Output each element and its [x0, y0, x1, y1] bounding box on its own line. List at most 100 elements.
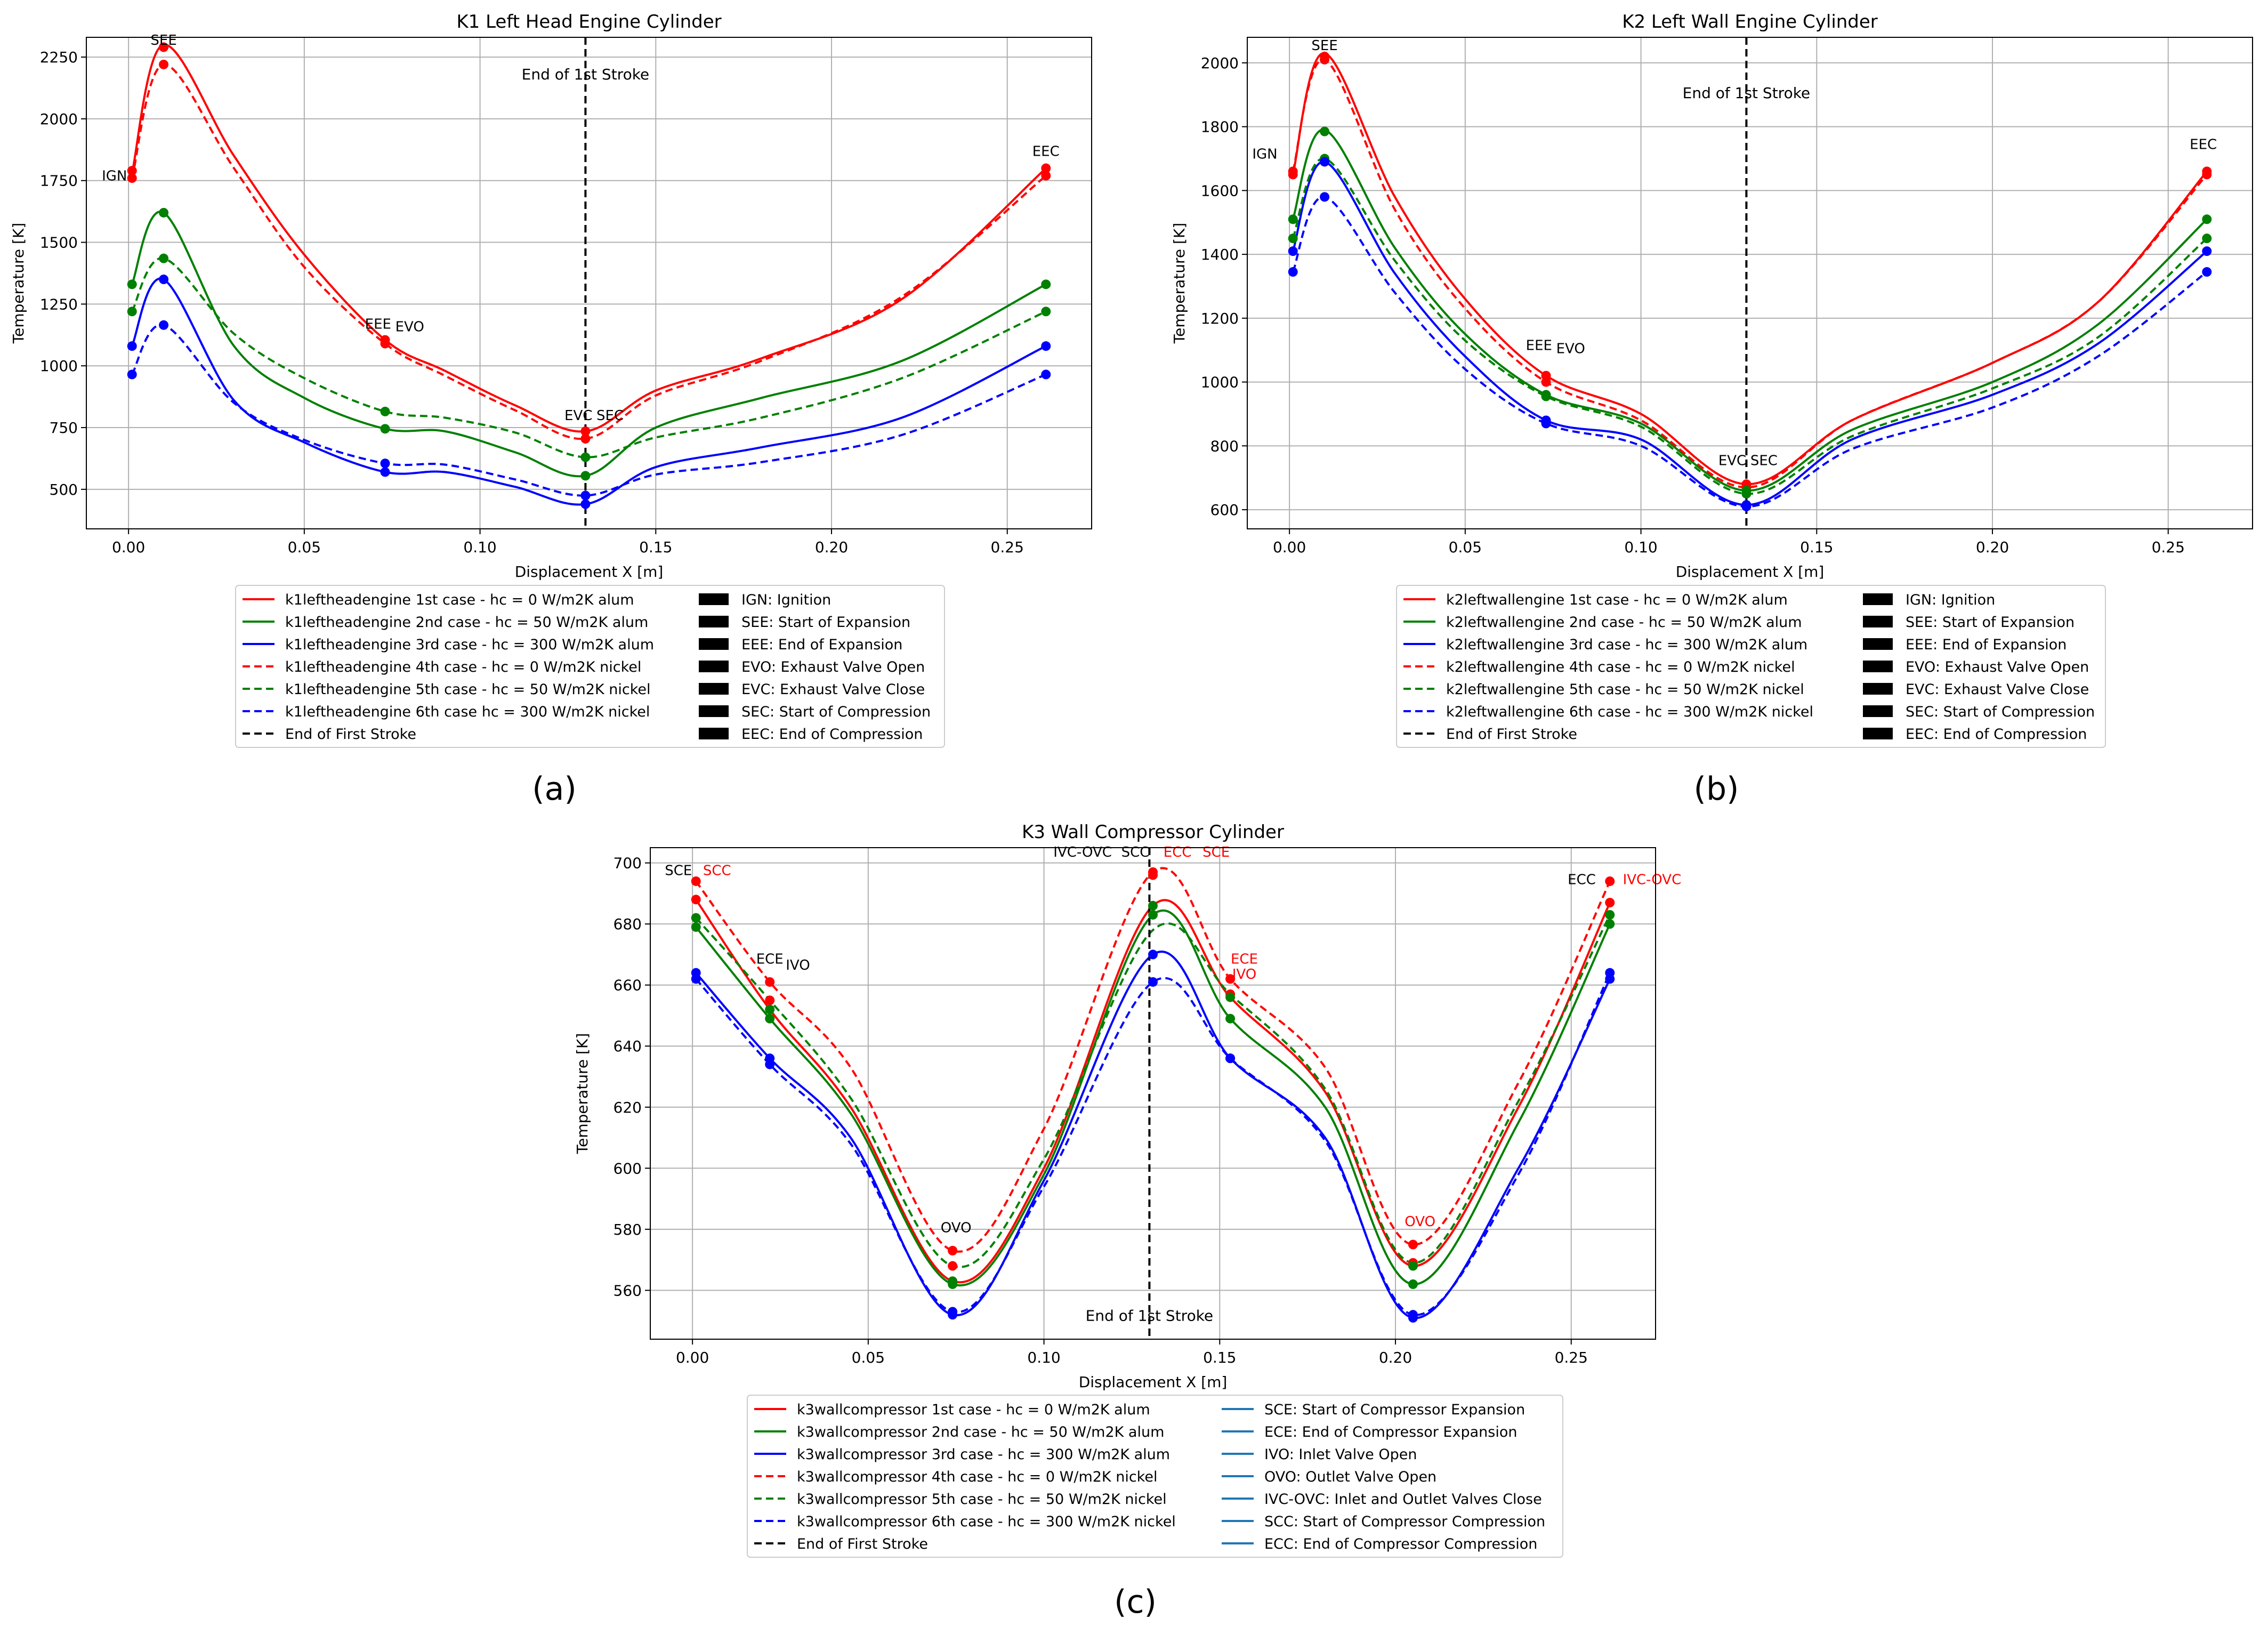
event-marker [1041, 341, 1051, 351]
x-tick-label: 0.10 [1027, 1349, 1060, 1366]
y-tick-label: 1800 [1201, 118, 1239, 136]
event-annotation: ECC [1568, 872, 1596, 888]
event-marker [159, 275, 169, 285]
y-tick-label: 660 [614, 977, 642, 994]
y-tick-label: 2000 [1201, 54, 1239, 72]
y-tick-label: 2000 [40, 110, 78, 128]
event-marker [2202, 234, 2212, 244]
event-annotation: SCE [665, 863, 692, 879]
series-line-3 [131, 277, 1047, 506]
legend-entry: EVC: Exhaust Valve Close [741, 681, 925, 698]
axes-frame [86, 37, 1092, 529]
event-marker [1320, 54, 1330, 65]
legend-swatch [1863, 705, 1893, 717]
event-marker [1041, 163, 1051, 173]
legend-swatch [1863, 593, 1893, 605]
event-marker [1605, 974, 1615, 984]
x-tick-label: 0.00 [112, 538, 145, 556]
legend-entry: k1leftheadengine 4th case - hc = 0 W/m2K… [285, 659, 641, 675]
x-tick-label: 0.00 [676, 1349, 709, 1366]
legend-box [235, 585, 945, 748]
plot-area [1288, 37, 2212, 529]
legend-entry: k1leftheadengine 6th case hc = 300 W/m2K… [285, 704, 650, 720]
panel-label: (b) [1694, 770, 1739, 808]
x-tick-label: 0.25 [991, 538, 1024, 556]
y-tick-label: 1400 [1201, 246, 1239, 263]
legend-entry: k2leftwallengine 1st case - hc = 0 W/m2K… [1446, 592, 1788, 608]
event-annotation: SEC [1750, 453, 1778, 469]
legend-entry: EEE: End of Expansion [1906, 637, 2067, 653]
event-marker [127, 166, 137, 176]
event-annotation: EEE [365, 317, 391, 333]
y-tick-label: 1000 [1201, 374, 1239, 391]
event-marker [948, 1245, 958, 1255]
legend-entry: k2leftwallengine 4th case - hc = 0 W/m2K… [1446, 659, 1795, 675]
x-tick-label: 0.25 [1555, 1349, 1588, 1366]
series-line-1 [131, 43, 1047, 433]
y-tick-label: 800 [1210, 437, 1239, 455]
event-marker [948, 1261, 958, 1271]
series-line-4 [1292, 58, 2208, 489]
series-line-2 [1292, 128, 2208, 492]
event-marker [1148, 909, 1158, 920]
event-marker [765, 1059, 775, 1069]
legend-entry: End of First Stroke [797, 1536, 928, 1552]
event-marker [127, 369, 137, 380]
event-marker [1225, 974, 1236, 984]
x-tick-label: 0.20 [1379, 1349, 1412, 1366]
event-annotation: SEE [1311, 38, 1337, 54]
event-annotation: IVO [786, 957, 810, 973]
legend-swatch [699, 593, 729, 605]
x-tick-label: 0.15 [1203, 1349, 1236, 1366]
event-marker [1605, 876, 1615, 886]
event-marker [1288, 234, 1298, 244]
end-of-stroke-label: End of 1st Stroke [1086, 1307, 1214, 1325]
legend-entry: k1leftheadengine 3rd case - hc = 300 W/m… [285, 637, 654, 653]
x-tick-label: 0.05 [288, 538, 321, 556]
event-marker [2202, 170, 2212, 180]
event-marker [1148, 900, 1158, 911]
y-tick-label: 1250 [40, 295, 78, 313]
event-marker [1408, 1313, 1418, 1323]
legend-swatch [1863, 683, 1893, 695]
legend-entry: k2leftwallengine 3rd case - hc = 300 W/m… [1446, 637, 1807, 653]
legend-entry: ECC: End of Compressor Compression [1264, 1536, 1537, 1552]
series-line-5 [1292, 157, 2208, 495]
event-marker [2202, 246, 2212, 256]
legend-entry: SCC: Start of Compressor Compression [1264, 1514, 1545, 1530]
event-annotation: ECE [756, 952, 784, 968]
legend-box [747, 1395, 1563, 1558]
event-marker [159, 320, 169, 330]
legend-swatch [699, 728, 729, 739]
event-marker [948, 1279, 958, 1289]
event-marker [1320, 192, 1330, 202]
series-line-3 [695, 951, 1611, 1319]
event-marker [1408, 1239, 1418, 1250]
chart-title: K2 Left Wall Engine Cylinder [1622, 11, 1878, 33]
event-marker [1605, 919, 1615, 929]
event-annotation: SCC [703, 863, 731, 879]
legend-entry: k1leftheadengine 1st case - hc = 0 W/m2K… [285, 592, 634, 608]
legend-entry: EVO: Exhaust Valve Open [1906, 659, 2089, 675]
legend-swatch [699, 705, 729, 717]
legend-entry: EEC: End of Compression [1906, 726, 2087, 743]
event-marker [1225, 992, 1236, 1002]
legend-entry: End of First Stroke [285, 726, 416, 743]
event-marker [1741, 502, 1752, 512]
legend-swatch [699, 638, 729, 650]
event-marker [765, 977, 775, 987]
legend-entry: SEE: Start of Expansion [1906, 614, 2075, 631]
series-line-2 [131, 211, 1047, 478]
event-marker [380, 406, 390, 416]
event-marker [691, 876, 701, 886]
legend-entry: IVC-OVC: Inlet and Outlet Valves Close [1264, 1491, 1542, 1508]
x-tick-label: 0.15 [1800, 538, 1833, 556]
series-line-6 [1292, 196, 2208, 508]
series-line-4 [131, 63, 1047, 440]
event-marker [1320, 157, 1330, 167]
event-marker [127, 279, 137, 289]
event-marker [380, 424, 390, 434]
legend-swatch [699, 661, 729, 672]
y-tick-label: 580 [614, 1221, 642, 1238]
